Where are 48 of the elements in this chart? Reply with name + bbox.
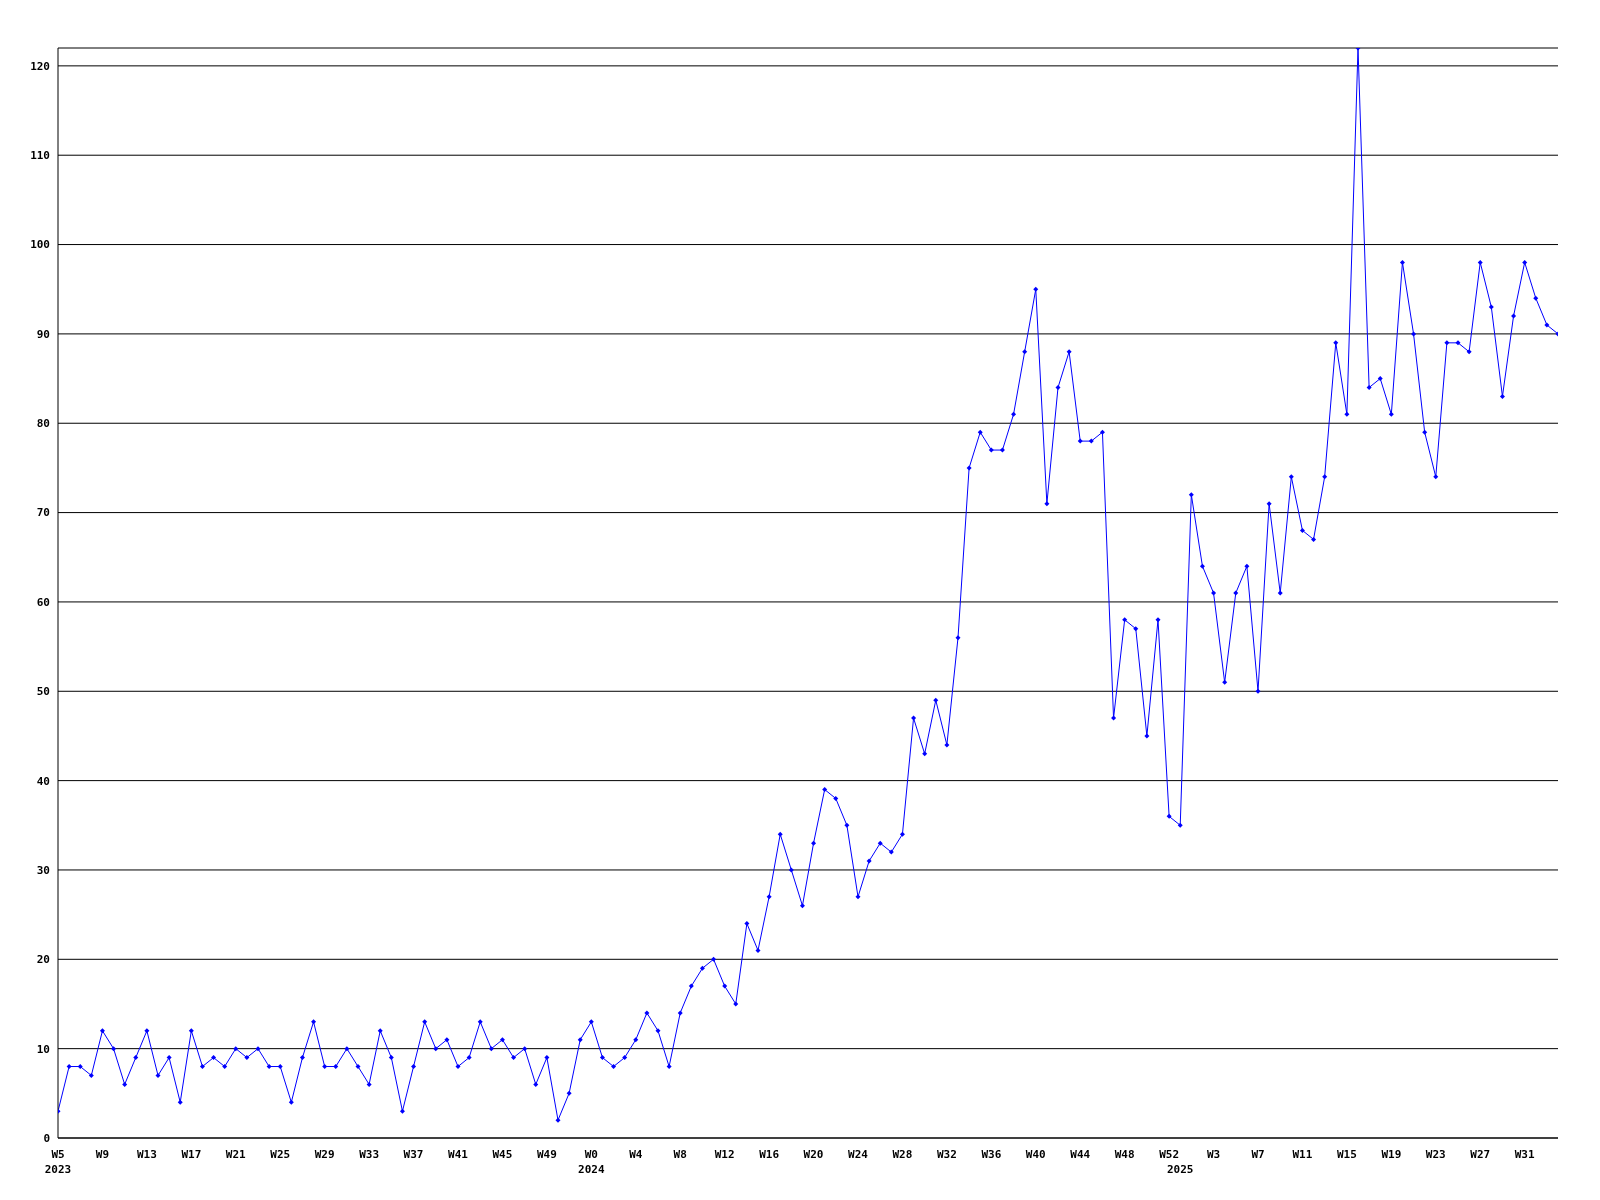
x-tick-label: W0 2024 [578,1148,605,1176]
x-tick-label: W20 [803,1148,824,1161]
x-tick-label: 2025 [1166,1163,1194,1176]
x-tick-label: W5 2023 [44,1148,72,1176]
y-tick-label: 70 [36,506,50,520]
x-tick-label: W3 [1206,1148,1221,1161]
x-tick-label: W25 [270,1148,291,1161]
x-tick-label: W31 [1514,1148,1535,1161]
x-tick-label: W11 [1292,1148,1313,1161]
y-tick-label: 90 [36,327,50,341]
x-tick-label: W16 [759,1148,780,1161]
y-tick-label: 50 [36,685,50,699]
y-tick-label: 20 [36,953,50,967]
x-tick-label: W49 [536,1148,557,1161]
x-tick-label: W12 [714,1148,735,1161]
y-tick-label: 30 [36,863,50,877]
x-tick-label: W7 [1251,1148,1265,1161]
x-tick-label: W8 [673,1148,687,1161]
x-tick-label: W19 [1381,1148,1402,1161]
y-tick-label: 100 [30,238,50,252]
x-tick-label: W32 [936,1148,957,1161]
x-tick-label: W4 [629,1148,643,1161]
x-tick-label: W33 [359,1148,380,1161]
x-tick-label: W29 [314,1148,335,1161]
x-tick-label: W41 [448,1148,469,1161]
x-tick-label: W45 [492,1148,513,1161]
x-tick-label: W15 [1336,1148,1357,1161]
x-tick-label: W13 [136,1148,157,1161]
y-tick-label: 120 [30,59,50,73]
x-tick-label: W44 [1070,1148,1091,1161]
y-tick-label: 60 [36,595,50,609]
x-tick-label: W36 [981,1148,1002,1161]
x-tick-label: W24 [848,1148,869,1161]
y-tick-label: 0 [43,1131,50,1145]
x-tick-label: W9 [95,1148,110,1161]
x-tick-label: W28 [892,1148,913,1161]
x-tick-label: W37 [403,1148,424,1161]
x-tick-label: W23 [1425,1148,1446,1161]
y-tick-label: 110 [30,149,50,163]
x-tick-label: W17 [181,1148,202,1161]
x-tick-label: W52 [1159,1148,1180,1161]
x-tick-label: W27 [1470,1148,1491,1161]
y-tick-label: 40 [36,774,50,788]
x-tick-label: W21 [225,1148,247,1161]
y-tick-label: 10 [36,1042,50,1056]
x-tick-label: W40 [1025,1148,1046,1161]
y-tick-label: 80 [36,417,50,431]
x-tick-label: W48 [1114,1148,1135,1161]
